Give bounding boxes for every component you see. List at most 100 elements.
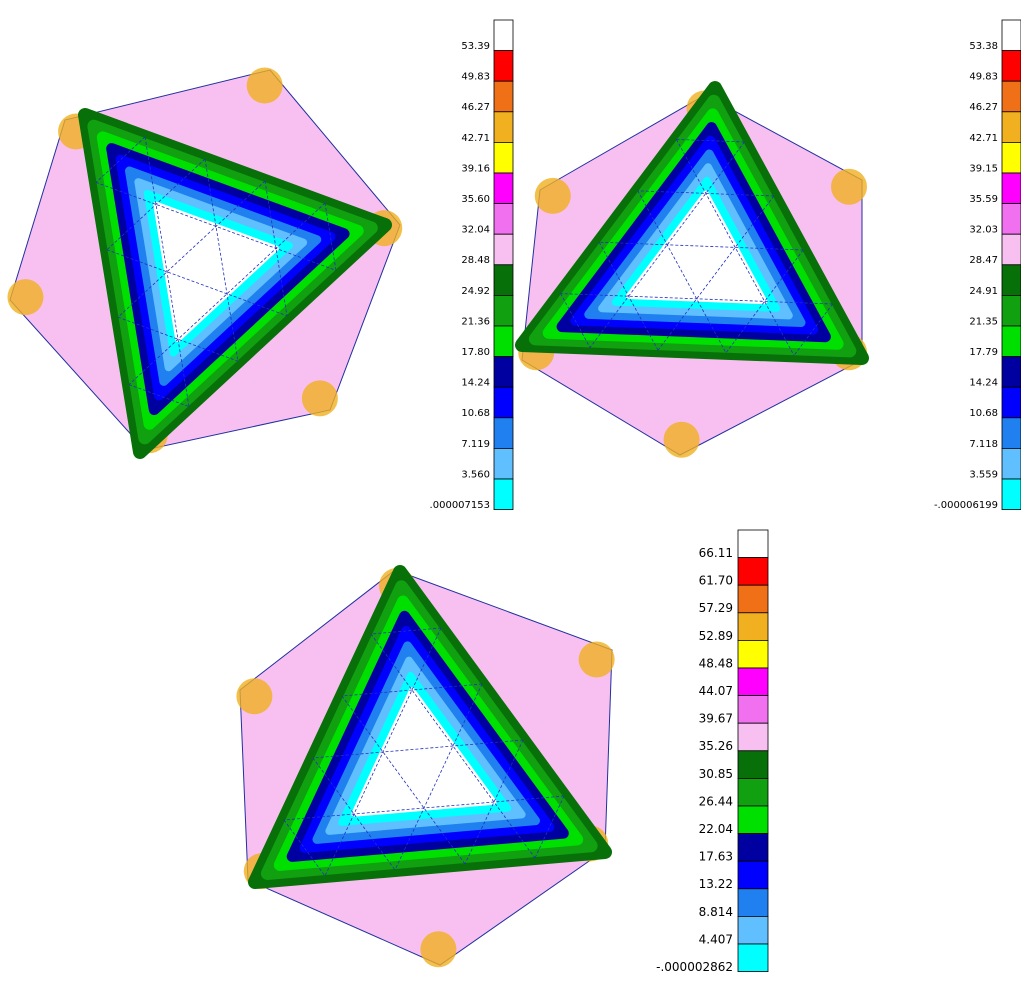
legend-swatch — [1002, 265, 1021, 296]
legend-swatch — [494, 142, 513, 173]
legend-label: 7.119 — [461, 439, 490, 450]
legend-swatch — [1002, 173, 1021, 204]
legend-label: 39.15 — [969, 163, 998, 174]
legend-label: 24.92 — [461, 286, 490, 297]
legend-label: 3.560 — [461, 469, 490, 480]
legend-swatch — [738, 723, 768, 751]
legend-label: 42.71 — [461, 133, 490, 144]
corner-accent — [247, 68, 283, 104]
legend-swatch — [494, 357, 513, 388]
corner-accent — [302, 380, 338, 416]
legend-swatch — [494, 51, 513, 82]
legend-label: 39.67 — [699, 712, 733, 726]
legend-swatch — [738, 696, 768, 724]
legend-swatch — [494, 295, 513, 326]
legend-swatch — [1002, 81, 1021, 112]
legend-label: 14.24 — [969, 378, 998, 389]
legend-swatch — [738, 834, 768, 862]
legend-label: 10.68 — [969, 408, 998, 419]
legend-swatch — [738, 530, 768, 558]
legend-label: 7.118 — [969, 439, 998, 450]
legend-swatch — [494, 234, 513, 265]
corner-accent — [664, 422, 700, 458]
legend-swatch — [494, 448, 513, 479]
contour-plot — [7, 68, 402, 454]
legend-swatch — [494, 20, 513, 51]
legend-swatch — [738, 668, 768, 696]
legend-label: 28.47 — [969, 255, 998, 266]
legend-swatch — [494, 81, 513, 112]
legend-label: 10.68 — [461, 408, 490, 419]
contour-plot — [236, 568, 614, 967]
legend-label: 35.59 — [969, 194, 998, 205]
legend-swatch — [1002, 357, 1021, 388]
page: 53.39 49.83 46.27 42.71 39.16 35.60 32.04 28.48… — [0, 0, 1021, 1005]
legend-label: 22.04 — [699, 822, 733, 836]
legend-swatch — [494, 112, 513, 143]
legend-swatch — [494, 326, 513, 357]
legend-swatch — [738, 916, 768, 944]
legend-swatch — [1002, 142, 1021, 173]
legend-label: 57.29 — [699, 601, 733, 615]
corner-accent — [7, 279, 43, 315]
legend-swatch — [1002, 479, 1021, 510]
corner-accent — [535, 178, 571, 214]
legend-label: 28.48 — [461, 255, 490, 266]
legend-label: 39.16 — [461, 163, 490, 174]
legend-swatch — [738, 751, 768, 779]
legend-label: 49.83 — [969, 72, 998, 83]
legend-swatch — [1002, 51, 1021, 82]
legend-swatch — [494, 265, 513, 296]
legend-label: 4.407 — [699, 932, 733, 946]
legend-swatch — [494, 418, 513, 449]
legend-label: 53.39 — [461, 41, 490, 52]
legend-label: 21.36 — [461, 316, 490, 327]
legend-swatch — [1002, 326, 1021, 357]
legend-label: 35.26 — [699, 739, 733, 753]
legend-label: -.000006199 — [934, 500, 998, 511]
legend-label: 32.04 — [461, 225, 490, 236]
legend-label: 53.38 — [969, 41, 998, 52]
legend-label: 66.11 — [699, 546, 733, 560]
legend-swatch — [1002, 418, 1021, 449]
legend-label: 32.03 — [969, 225, 998, 236]
legend-label: 8.814 — [699, 905, 733, 919]
legend-swatch — [738, 558, 768, 586]
corner-accent — [420, 931, 456, 967]
legend-label: 24.91 — [969, 286, 998, 297]
legend-label: 13.22 — [699, 877, 733, 891]
legend-label: 46.27 — [969, 102, 998, 113]
legend-label: 17.79 — [969, 347, 998, 358]
corner-accent — [236, 678, 272, 714]
legend-swatch — [738, 778, 768, 806]
legend-label: 61.70 — [699, 574, 733, 588]
legend-swatch — [738, 861, 768, 889]
legend-label: 42.71 — [969, 133, 998, 144]
legend-swatch — [494, 173, 513, 204]
legend-label: .000007153 — [430, 500, 490, 511]
legend-swatch — [1002, 112, 1021, 143]
legend-swatch — [1002, 387, 1021, 418]
contour-plot — [518, 88, 867, 458]
legend-label: 17.63 — [699, 850, 733, 864]
legend-label: 26.44 — [699, 794, 733, 808]
legend-swatch — [1002, 448, 1021, 479]
legend-label: -.000002862 — [656, 960, 733, 974]
legend-label: 49.83 — [461, 72, 490, 83]
legend-label: 21.35 — [969, 316, 998, 327]
legend-swatch — [494, 204, 513, 235]
legend-swatch — [1002, 20, 1021, 51]
legend-swatch — [738, 944, 768, 972]
legend-label: 48.48 — [699, 656, 733, 670]
legend-swatch — [738, 613, 768, 641]
legend-swatch — [1002, 234, 1021, 265]
legend-swatch — [1002, 204, 1021, 235]
legend-swatch — [1002, 295, 1021, 326]
legend-label: 17.80 — [461, 347, 490, 358]
legend-swatch — [738, 889, 768, 917]
legend-label: 35.60 — [461, 194, 490, 205]
legend-swatch — [738, 806, 768, 834]
legend-swatch — [494, 387, 513, 418]
legend-label: 3.559 — [969, 469, 998, 480]
corner-accent — [579, 641, 615, 677]
